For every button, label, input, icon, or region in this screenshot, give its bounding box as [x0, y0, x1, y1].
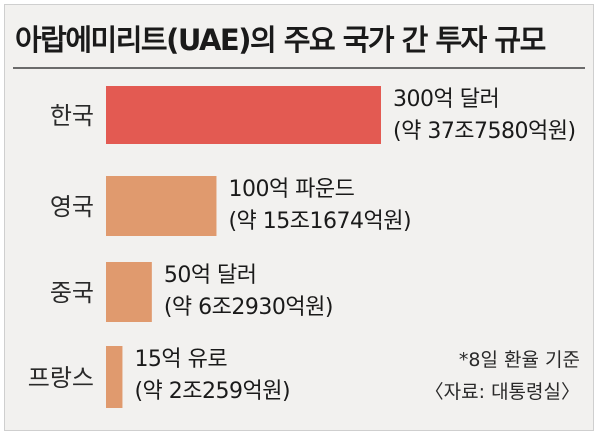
bar-3 — [106, 346, 123, 408]
value-label-1-0: 100억 파운드 — [228, 177, 354, 202]
bar-1 — [106, 176, 217, 236]
value-label-0-1: (약 37조7580억원) — [393, 119, 576, 144]
category-label-3: 프랑스 — [28, 364, 94, 392]
bar-2 — [106, 262, 152, 322]
category-label-0: 한국 — [50, 102, 94, 130]
source-note: 〈자료: 대통령실〉 — [424, 381, 580, 403]
value-label-0-0: 300억 달러 — [393, 87, 499, 112]
value-label-3-0: 15억 유로 — [134, 347, 227, 372]
chart-frame: 아랍에미리트(UAE)의 주요 국가 간 투자 규모 — [4, 4, 594, 431]
chart-title: 아랍에미리트(UAE)의 주요 국가 간 투자 규모 — [15, 23, 546, 57]
category-label-1: 영국 — [50, 193, 94, 221]
value-label-2-0: 50억 달러 — [164, 263, 257, 288]
value-label-1-1: (약 15조1674억원) — [228, 209, 411, 234]
bar-0 — [106, 86, 381, 144]
value-label-3-1: (약 2조259억원) — [134, 379, 290, 404]
value-label-2-1: (약 6조2930억원) — [164, 295, 333, 320]
title-divider — [13, 67, 585, 69]
chart-notes: *8일 환율 기준 〈자료: 대통령실〉 — [425, 344, 580, 408]
category-label-2: 중국 — [50, 279, 94, 307]
exchange-rate-note: *8일 환율 기준 — [458, 349, 580, 371]
